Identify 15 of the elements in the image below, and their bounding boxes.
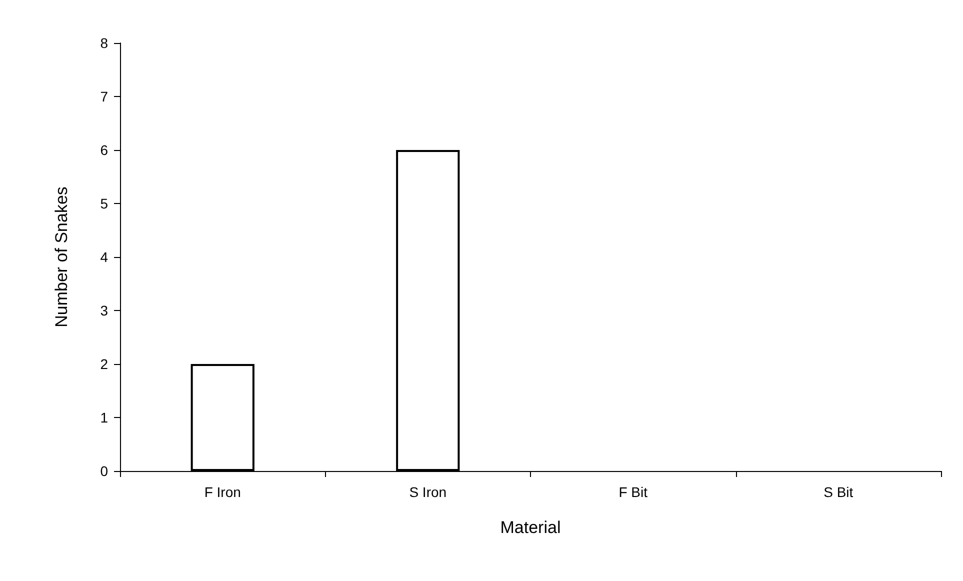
y-axis-title: Number of Snakes — [52, 186, 71, 328]
x-tick-label: F Bit — [618, 484, 648, 500]
y-tick-label: 8 — [100, 35, 108, 51]
x-tick-label: S Bit — [824, 484, 854, 500]
y-tick-label: 2 — [100, 356, 108, 372]
x-axis-title: Material — [500, 518, 561, 537]
y-tick-label: 5 — [100, 196, 108, 212]
x-tick-label: S Iron — [409, 484, 447, 500]
y-tick-label: 3 — [100, 302, 108, 318]
y-tick-label: 1 — [100, 410, 108, 426]
y-tick-label: 4 — [100, 249, 108, 265]
y-tick-label: 6 — [100, 142, 108, 158]
y-tick-label: 7 — [100, 88, 108, 104]
x-tick-label: F Iron — [204, 484, 241, 500]
y-tick-label: 0 — [100, 463, 108, 479]
